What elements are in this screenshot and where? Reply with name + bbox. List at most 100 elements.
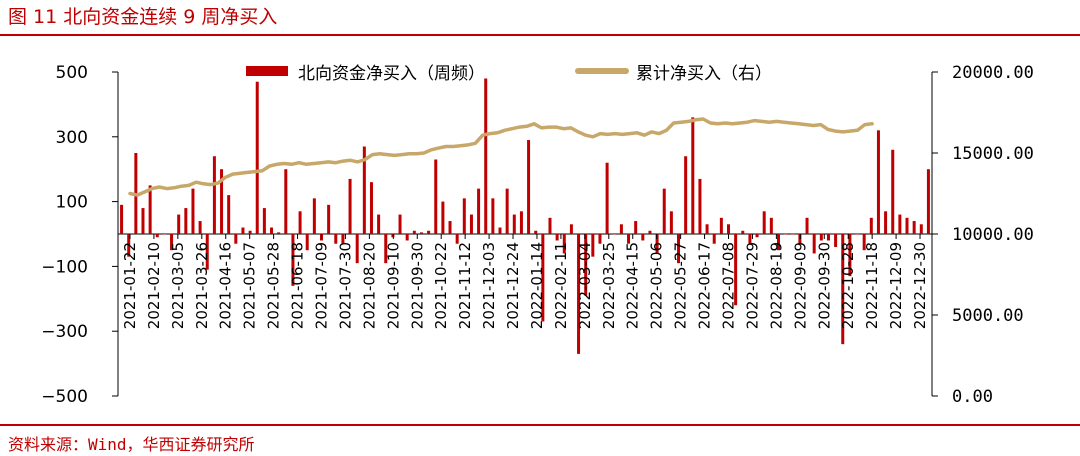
left-tick-label: 100 — [56, 193, 88, 213]
x-tick-label: 2022-06-17 — [696, 242, 714, 329]
bar-weekly-net-buy — [705, 224, 709, 234]
left-tick-label: −500 — [41, 387, 88, 407]
bar-weekly-net-buy — [812, 234, 816, 254]
x-tick-label: 2021-12-24 — [504, 242, 522, 329]
legend-swatch-bar — [246, 66, 288, 76]
x-tick-label: 2022-01-14 — [528, 242, 546, 329]
bar-weekly-net-buy — [898, 214, 902, 234]
bar-weekly-net-buy — [555, 234, 559, 241]
bar-weekly-net-buy — [662, 188, 666, 234]
x-tick-label: 2022-03-25 — [600, 242, 618, 329]
bar-weekly-net-buy — [448, 221, 452, 234]
footer-rule — [0, 424, 1080, 426]
bar-weekly-net-buy — [512, 214, 516, 234]
bar-weekly-net-buy — [912, 221, 916, 234]
bar-weekly-net-buy — [584, 234, 588, 296]
bar-weekly-net-buy — [398, 214, 402, 234]
right-tick-label: 5000.00 — [952, 306, 1024, 326]
bar-weekly-net-buy — [527, 140, 531, 234]
bar-weekly-net-buy — [891, 149, 895, 234]
bar-weekly-net-buy — [876, 130, 880, 234]
x-tick-label: 2022-10-28 — [839, 242, 857, 329]
x-tick-label: 2022-05-06 — [648, 242, 666, 329]
bar-weekly-net-buy — [848, 234, 852, 277]
x-tick-label: 2022-12-30 — [911, 242, 929, 329]
bar-weekly-net-buy — [648, 230, 652, 234]
x-tick-label: 2021-06-18 — [289, 242, 307, 329]
bar-weekly-net-buy — [312, 198, 316, 234]
bar-weekly-net-buy — [691, 117, 695, 234]
bar-weekly-net-buy — [434, 159, 438, 234]
source-note: 资料来源：Wind，华西证券研究所 — [8, 435, 255, 454]
x-tick-label: 2021-07-30 — [336, 242, 354, 329]
bar-weekly-net-buy — [427, 230, 431, 234]
bar-weekly-net-buy — [262, 208, 266, 234]
bar-weekly-net-buy — [884, 211, 888, 234]
bar-weekly-net-buy — [791, 234, 795, 235]
bar-weekly-net-buy — [805, 217, 809, 234]
bar-weekly-net-buy — [541, 234, 545, 322]
bar-weekly-net-buy — [855, 234, 859, 235]
left-tick-label: 300 — [56, 128, 88, 148]
x-tick-label: 2022-09-30 — [815, 242, 833, 329]
bar-weekly-net-buy — [641, 234, 645, 241]
bar-weekly-net-buy — [498, 227, 502, 234]
bar-weekly-net-buy — [826, 234, 830, 241]
bar-weekly-net-buy — [155, 234, 159, 238]
bar-weekly-net-buy — [305, 234, 309, 251]
x-tick-label: 2021-03-05 — [169, 242, 187, 329]
title-rule — [0, 34, 1080, 36]
bar-weekly-net-buy — [127, 234, 131, 257]
bar-weekly-net-buy — [291, 234, 295, 286]
bar-weekly-net-buy — [148, 185, 152, 234]
bar-weekly-net-buy — [627, 234, 631, 244]
left-tick-label: −300 — [41, 322, 88, 342]
bar-weekly-net-buy — [362, 146, 366, 234]
bar-weekly-net-buy — [862, 234, 866, 251]
bar-weekly-net-buy — [227, 195, 231, 234]
x-tick-label: 2022-08-19 — [767, 242, 785, 329]
bar-weekly-net-buy — [634, 221, 638, 234]
x-tick-label: 2022-07-29 — [743, 242, 761, 329]
bar-weekly-net-buy — [298, 211, 302, 234]
bar-weekly-net-buy — [519, 211, 523, 234]
bar-weekly-net-buy — [220, 169, 224, 234]
x-tick-label: 2021-08-20 — [360, 242, 378, 329]
right-tick-label: 10000.00 — [952, 225, 1034, 245]
bar-weekly-net-buy — [755, 234, 759, 238]
bar-weekly-net-buy — [619, 224, 623, 234]
x-tick-label: 2021-03-26 — [193, 242, 211, 329]
bar-weekly-net-buy — [605, 162, 609, 234]
bar-weekly-net-buy — [419, 232, 423, 234]
bar-weekly-net-buy — [462, 198, 466, 234]
x-tick-label: 2022-07-08 — [720, 242, 738, 329]
bar-weekly-net-buy — [598, 234, 602, 244]
x-tick-label: 2021-12-03 — [480, 242, 498, 329]
bar-weekly-net-buy — [355, 234, 359, 264]
bar-weekly-net-buy — [776, 234, 780, 251]
bar-weekly-net-buy — [655, 234, 659, 254]
bar-weekly-net-buy — [241, 227, 245, 234]
bar-weekly-net-buy — [384, 234, 388, 264]
bar-weekly-net-buy — [869, 217, 873, 234]
bar-weekly-net-buy — [612, 234, 616, 235]
bar-weekly-net-buy — [284, 169, 288, 234]
bar-weekly-net-buy — [255, 81, 259, 234]
x-tick-label: 2022-11-18 — [863, 242, 881, 329]
bar-weekly-net-buy — [412, 230, 416, 234]
bar-weekly-net-buy — [569, 224, 573, 234]
x-tick-label: 2021-01-22 — [121, 242, 139, 329]
bar-weekly-net-buy — [919, 224, 923, 234]
bar-weekly-net-buy — [205, 234, 209, 270]
bar-weekly-net-buy — [505, 188, 509, 234]
bar-weekly-net-buy — [784, 234, 788, 235]
bar-weekly-net-buy — [455, 234, 459, 244]
bar-weekly-net-buy — [369, 182, 373, 234]
bar-weekly-net-buy — [491, 198, 495, 234]
bar-weekly-net-buy — [177, 214, 181, 234]
right-tick-label: 20000.00 — [952, 63, 1034, 83]
bar-weekly-net-buy — [719, 217, 723, 234]
bar-weekly-net-buy — [405, 234, 409, 241]
bar-weekly-net-buy — [834, 234, 838, 247]
bar-weekly-net-buy — [469, 214, 473, 234]
